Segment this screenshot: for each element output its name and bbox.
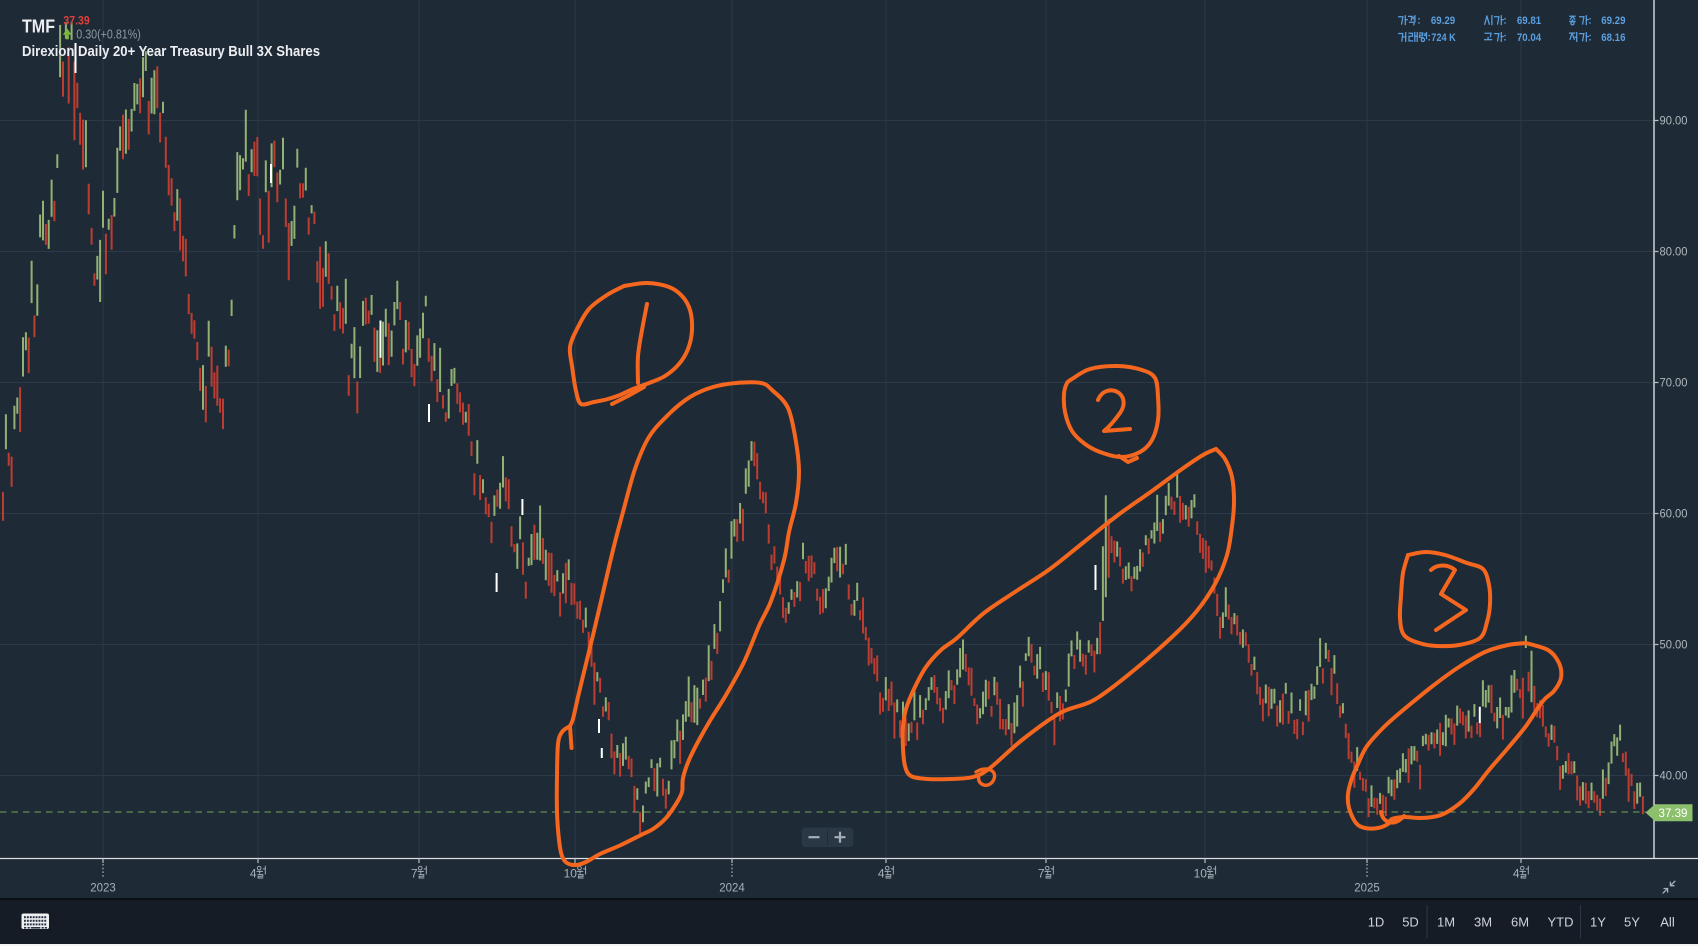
svg-text:50.00: 50.00 [1660, 638, 1688, 652]
svg-text:69.29: 69.29 [1601, 15, 1625, 27]
svg-text:37.39: 37.39 [63, 13, 90, 27]
svg-text:6M: 6M [1511, 915, 1529, 930]
svg-text:1Y: 1Y [1590, 915, 1606, 930]
svg-text:0.30(+0.81%): 0.30(+0.81%) [76, 27, 141, 41]
svg-text:37.39: 37.39 [1659, 806, 1688, 820]
svg-text:4: 4 [1513, 867, 1520, 881]
svg-text:Direxion Daily 20+ Year Treasu: Direxion Daily 20+ Year Treasury Bull 3X… [22, 44, 320, 60]
svg-text:724 K: 724 K [1431, 32, 1456, 44]
svg-text:80.00: 80.00 [1660, 245, 1688, 259]
svg-text:All: All [1660, 915, 1675, 930]
svg-text:1M: 1M [1437, 915, 1455, 930]
svg-text:2024: 2024 [719, 881, 745, 895]
svg-text:4: 4 [250, 867, 257, 881]
svg-text:2023: 2023 [90, 881, 116, 895]
svg-text:YTD: YTD [1548, 915, 1574, 930]
svg-text:69.81: 69.81 [1517, 15, 1542, 27]
svg-text:7: 7 [1038, 867, 1045, 881]
svg-text:5D: 5D [1402, 915, 1419, 930]
svg-text:40.00: 40.00 [1660, 769, 1688, 783]
svg-text:2025: 2025 [1354, 881, 1380, 895]
svg-text:4: 4 [878, 867, 885, 881]
svg-text:68.16: 68.16 [1601, 32, 1625, 44]
svg-text:90.00: 90.00 [1660, 114, 1688, 128]
svg-text:70.00: 70.00 [1660, 376, 1688, 390]
svg-text:69.29: 69.29 [1431, 15, 1455, 27]
svg-text:70.04: 70.04 [1517, 32, 1542, 44]
svg-text:7: 7 [411, 867, 418, 881]
svg-text:TMF: TMF [22, 16, 55, 36]
svg-text:10: 10 [564, 867, 578, 881]
svg-text:1D: 1D [1368, 915, 1385, 930]
svg-text:3M: 3M [1474, 915, 1492, 930]
svg-text:60.00: 60.00 [1660, 507, 1688, 521]
svg-text:10: 10 [1194, 867, 1208, 881]
svg-text:5Y: 5Y [1624, 915, 1640, 930]
